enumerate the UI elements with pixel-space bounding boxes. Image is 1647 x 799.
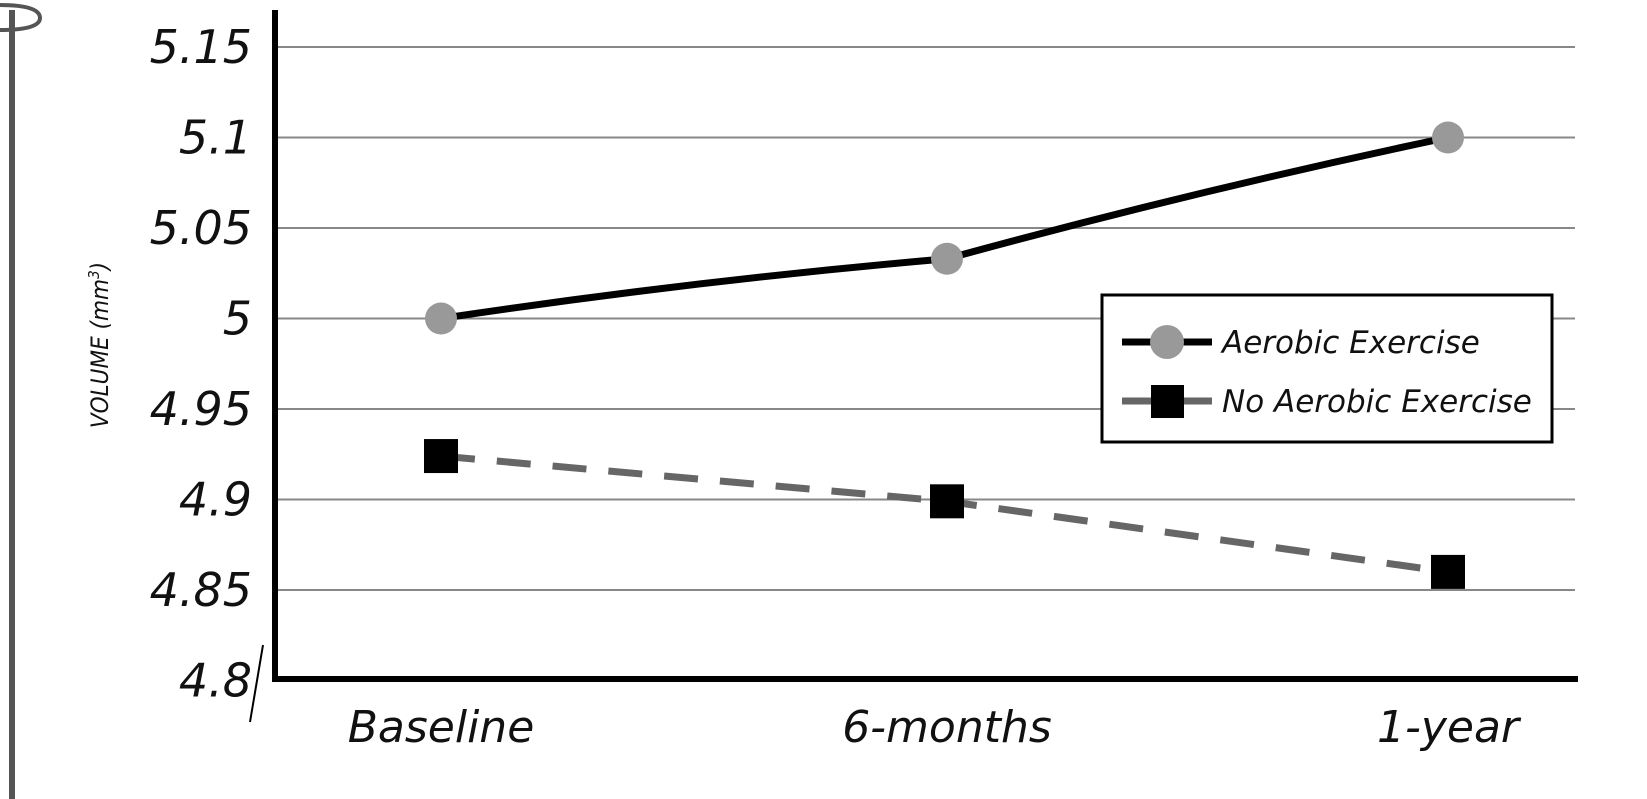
data-point-no-aerobic (424, 439, 458, 474)
y-tick-labels: 5.15 5.1 5.05 5 4.95 4.9 4.85 4.8 (150, 20, 252, 708)
y-tick-label: 5 (223, 292, 252, 346)
y-tick-label: 4.85 (150, 563, 252, 617)
data-point-aerobic (1432, 121, 1464, 154)
x-tick-label: 6-months (842, 702, 1052, 753)
legend-box (1100, 293, 1554, 444)
y-tick-label: 4.9 (179, 473, 252, 527)
y-tick-label: 5.15 (150, 20, 252, 74)
y-tick-label: 5.05 (150, 201, 252, 255)
y-axis-label: VOLUME (mm3) (85, 262, 114, 428)
legend-aerobic-marker (1150, 325, 1184, 359)
axis-break-mark (249, 644, 264, 723)
x-tick-labels: Baseline 6-months 1-year (348, 702, 1522, 753)
y-tick-label: 5.1 (179, 111, 252, 165)
data-point-no-aerobic (1431, 554, 1465, 589)
page-edge-ornament (0, 3, 43, 32)
data-point-no-aerobic (930, 484, 964, 519)
x-tick-label: 1-year (1377, 702, 1522, 753)
data-point-aerobic (425, 302, 457, 335)
y-tick-label: 4.95 (150, 382, 252, 436)
grid-lines (275, 46, 1575, 591)
legend-label-no-aerobic: No Aerobic Exercise (1222, 384, 1532, 420)
legend-no-aerobic-marker (1151, 385, 1184, 418)
legend: Aerobic Exercise No Aerobic Exercise (1100, 293, 1554, 444)
data-point-aerobic (931, 242, 963, 275)
x-tick-label: Baseline (348, 702, 535, 753)
series (424, 121, 1465, 589)
legend-label-aerobic: Aerobic Exercise (1220, 325, 1480, 361)
y-tick-label: 4.8 (179, 654, 252, 708)
